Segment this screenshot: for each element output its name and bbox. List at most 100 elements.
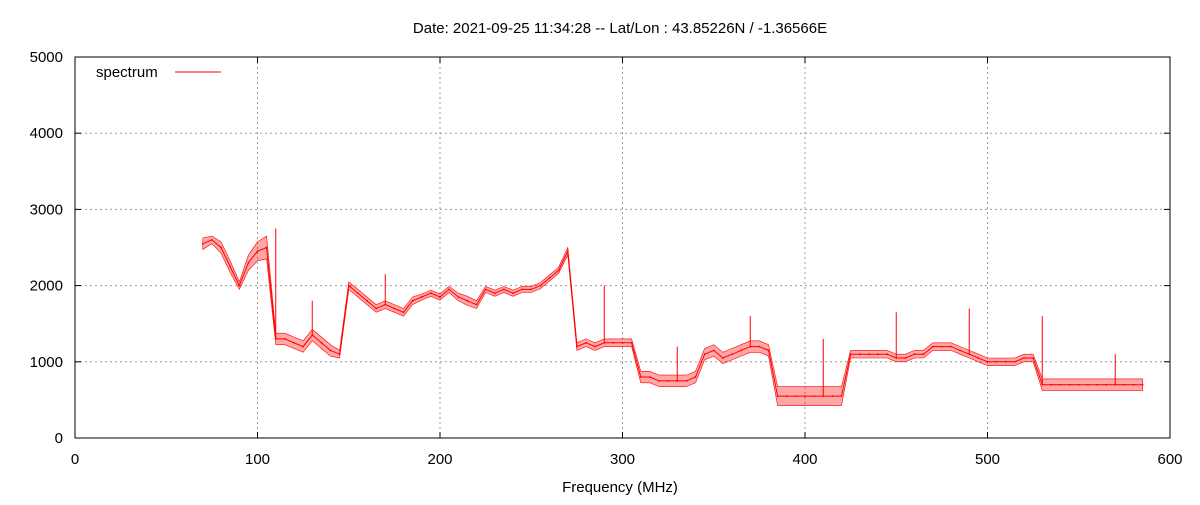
y-tick-label: 1000 <box>30 354 63 371</box>
data-point <box>795 395 797 397</box>
data-point <box>484 288 487 291</box>
data-point <box>630 341 633 344</box>
data-point <box>941 345 943 348</box>
data-point <box>1014 360 1016 363</box>
series-line-spectrum <box>202 239 1143 397</box>
y-tick-label: 2000 <box>30 278 63 295</box>
x-tick-label: 400 <box>792 451 817 468</box>
data-point <box>995 360 998 363</box>
data-point <box>685 380 688 382</box>
y-tick-label: 0 <box>55 430 63 447</box>
data-point <box>457 296 460 298</box>
data-point <box>302 345 304 348</box>
data-point <box>420 296 423 298</box>
data-point <box>293 341 295 344</box>
x-tick-label: 300 <box>610 451 635 468</box>
data-point <box>776 395 779 397</box>
data-point <box>731 353 733 356</box>
data-point <box>238 284 241 287</box>
x-tick-label: 200 <box>427 451 452 468</box>
data-point <box>594 345 596 348</box>
series-noise-band <box>202 235 1143 406</box>
data-point <box>785 395 788 397</box>
data-point <box>1123 383 1126 386</box>
data-point <box>694 376 697 378</box>
data-point <box>931 345 934 348</box>
legend: spectrum <box>96 64 221 81</box>
data-point <box>1068 383 1071 386</box>
data-point <box>804 395 806 397</box>
data-point <box>493 292 496 295</box>
data-point <box>986 360 989 363</box>
plot-area <box>201 228 1144 406</box>
data-point <box>512 292 514 295</box>
data-point <box>813 395 815 397</box>
data-point <box>1032 357 1034 359</box>
data-point <box>639 376 642 378</box>
data-point <box>877 353 879 356</box>
data-point <box>1087 383 1089 386</box>
data-point <box>767 349 770 352</box>
data-point <box>904 357 907 359</box>
data-point <box>576 345 578 348</box>
data-point <box>320 341 323 344</box>
x-axis-label: Frequency (MHz) <box>562 479 678 496</box>
data-point <box>357 292 359 295</box>
x-tick-label: 100 <box>245 451 270 468</box>
y-tick-label: 4000 <box>30 125 63 142</box>
data-point <box>539 284 542 287</box>
data-point <box>448 288 450 291</box>
data-point <box>211 239 213 241</box>
data-point <box>722 357 724 359</box>
data-point <box>831 395 834 397</box>
data-point <box>621 341 624 344</box>
data-point <box>329 349 332 352</box>
data-point <box>740 349 742 352</box>
data-point <box>256 250 259 253</box>
data-point <box>649 376 651 378</box>
data-point <box>758 345 761 348</box>
legend-label-spectrum: spectrum <box>96 64 158 81</box>
x-tick-label: 0 <box>71 451 79 468</box>
y-tick-label: 3000 <box>30 201 63 218</box>
data-point <box>959 349 961 352</box>
data-point <box>712 349 715 352</box>
grid <box>75 57 1170 438</box>
data-point <box>430 292 432 295</box>
data-point <box>585 341 587 344</box>
data-point <box>1004 360 1007 363</box>
data-point <box>1132 383 1135 386</box>
data-point <box>612 341 615 344</box>
data-point <box>229 265 232 268</box>
chart-title: Date: 2021-09-25 11:34:28 -- Lat/Lon : 4… <box>413 20 827 37</box>
data-point <box>913 353 916 356</box>
data-point <box>1077 383 1080 386</box>
data-point <box>220 246 222 249</box>
data-point <box>548 277 551 279</box>
data-point <box>557 269 560 272</box>
data-point <box>521 288 523 291</box>
data-point <box>201 242 204 245</box>
data-point <box>1096 383 1098 386</box>
data-point <box>347 284 350 287</box>
data-point <box>950 345 952 348</box>
data-point <box>977 357 980 359</box>
data-point <box>1105 383 1107 386</box>
data-point <box>840 395 843 397</box>
data-point <box>247 261 250 264</box>
data-point <box>503 288 505 291</box>
x-tick-label: 600 <box>1157 451 1182 468</box>
y-tick-label: 5000 <box>30 49 63 66</box>
data-point <box>1059 383 1062 386</box>
data-point <box>703 353 706 356</box>
data-point <box>375 307 377 310</box>
data-point <box>475 303 478 306</box>
data-point <box>868 353 870 356</box>
axis-ticks: 0 100 200 300 400 500 600 0 1000 2000 3000 4000 5000 <box>30 49 1183 468</box>
data-point <box>858 353 861 356</box>
data-point <box>411 299 414 302</box>
data-point <box>366 299 368 302</box>
data-point <box>849 353 852 356</box>
